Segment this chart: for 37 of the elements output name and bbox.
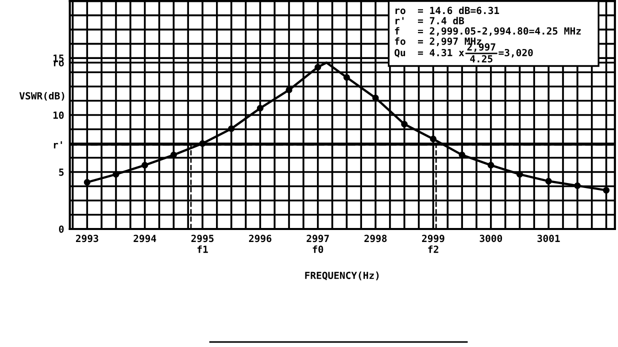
annotation: 4.25 xyxy=(470,55,492,62)
x-tick-label: 2997 f0 xyxy=(306,234,329,253)
x-tick-label: 2998 xyxy=(364,234,387,242)
point xyxy=(256,104,264,112)
x-tick-label: 2996 xyxy=(249,234,272,242)
x-tick-label: 3001 xyxy=(537,234,560,242)
point xyxy=(286,86,292,94)
point xyxy=(142,162,148,168)
x-axis-title: FREQUENCY(Hz) xyxy=(305,272,379,280)
point xyxy=(228,125,235,132)
x-tick-label: 2995 f1 xyxy=(191,234,214,253)
point xyxy=(401,120,408,128)
y-axis-title: VSWR(dB) xyxy=(19,92,64,101)
x-tick-label: 3000 xyxy=(480,234,502,242)
point xyxy=(430,136,437,142)
x-tick-label: 2994 xyxy=(134,234,156,242)
point xyxy=(343,74,350,81)
point xyxy=(488,162,494,168)
point xyxy=(545,178,552,184)
y-tick-label: 10 xyxy=(53,112,64,119)
annotation: f = 2,999.05-2,994.80=4.25 MHz xyxy=(394,27,581,36)
y-tick-label: r' xyxy=(54,141,62,148)
y-tick-label: 5 xyxy=(59,168,64,176)
x-tick-label: 2999 f2 xyxy=(422,234,444,253)
point xyxy=(314,64,322,70)
annotation: =3,020 xyxy=(498,48,533,58)
annotation: ro = 14.6 dB=6.31 xyxy=(396,6,500,14)
point xyxy=(574,182,581,189)
annotation: r' = 7.4 dB xyxy=(396,16,464,24)
x-tick-label: 2993 xyxy=(76,234,98,242)
point xyxy=(602,186,610,194)
annotation: Qu = 4.31 x xyxy=(394,48,464,58)
point xyxy=(199,140,206,147)
y-tick-label: 0 xyxy=(59,226,64,233)
point xyxy=(516,171,524,178)
point xyxy=(112,171,120,178)
point xyxy=(84,178,90,186)
